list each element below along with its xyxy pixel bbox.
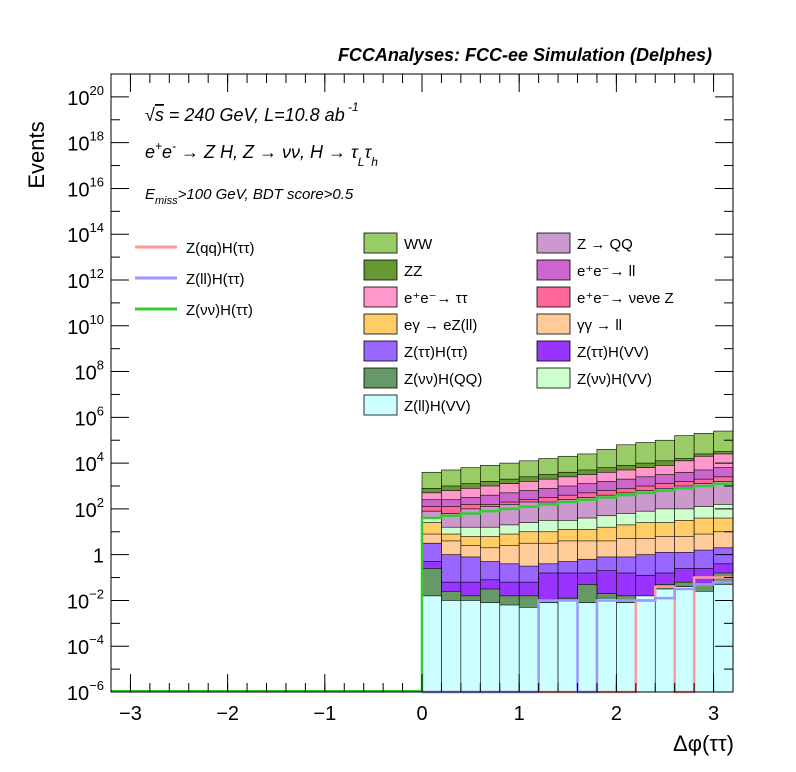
x-tick-label: 0 — [416, 703, 427, 725]
legend-fill-label: Z(νν)H(QQ) — [404, 371, 482, 388]
legend-fill-label: Z(νν)H(VV) — [577, 371, 652, 388]
y-tick-label: 104 — [75, 449, 104, 476]
legend-fill-label: Z(ττ)H(ττ) — [404, 344, 468, 361]
y-tick-label: 1010 — [67, 312, 104, 339]
x-tick-label: 2 — [611, 703, 622, 725]
legend-line-label: Z(qq)H(ττ) — [186, 240, 255, 257]
y-tick-label: 108 — [75, 358, 104, 385]
legend-fill-swatch — [536, 259, 571, 281]
y-tick-label: 10−4 — [67, 632, 104, 659]
bar-z-ll-h-vv--11 — [635, 595, 656, 693]
legend-fill-label: Z → QQ — [577, 236, 633, 253]
y-tick-label: 1012 — [67, 266, 104, 293]
legend-fill-label: γγ → ll — [577, 317, 622, 334]
x-axis-label: Δφ(ττ) — [673, 731, 734, 756]
y-tick-label: 1 — [93, 546, 104, 568]
legend-fill-swatch — [536, 232, 571, 254]
annotation-process: e+e- → Z H, Z → νν, H → τLτh — [145, 139, 378, 169]
legend-fill-swatch — [363, 286, 398, 308]
legend-fill-label: Z(ττ)H(VV) — [577, 344, 649, 361]
annotations: √s = 240 GeV, L=10.8 ab -1 e+e- → Z H, Z… — [145, 100, 378, 207]
y-tick-label: 1018 — [67, 129, 104, 156]
legend-fill-swatch — [536, 340, 571, 362]
legend-line-label: Z(νν)H(ττ) — [186, 302, 253, 319]
legend-fill-label: e⁺e⁻→ νeνe Z — [577, 290, 674, 307]
legend-fill-swatch — [363, 367, 398, 389]
legend-fill-swatch — [363, 259, 398, 281]
bar-z-ll-h-vv--5 — [518, 607, 539, 693]
legend-fill-label: e⁺e⁻→ ττ — [404, 290, 468, 307]
y-tick-label: 106 — [75, 403, 104, 430]
y-tick-label: 1020 — [67, 83, 104, 110]
annotation-cuts: Emiss>100 GeV, BDT score>0.5 — [145, 186, 354, 207]
legend-fill-swatch — [536, 367, 571, 389]
axis-ticks: −3 −2 −1 0 1 2 3 10−6 10−4 10−2 1 102 104 106 108 1010 1… — [67, 73, 734, 725]
bar-z-ll-h-vv--9 — [596, 597, 617, 693]
legend-fill-label: Z(ll)H(VV) — [404, 398, 471, 415]
annotation-energy-lumi: √s = 240 GeV, L=10.8 ab -1 — [145, 100, 359, 125]
legend-fill-swatch — [363, 340, 398, 362]
legend-fill-label: ZZ — [404, 263, 422, 280]
bar-z-ll-h-vv--6 — [538, 602, 559, 693]
y-tick-label: 1014 — [67, 220, 104, 247]
legend-fill-swatch — [536, 313, 571, 335]
bar-z-ll-h-vv--1 — [441, 600, 462, 693]
y-tick-label: 10−6 — [67, 678, 104, 705]
legend-line-label: Z(ll)H(ττ) — [186, 271, 245, 288]
legend-fill-label: eγ → eZ(ll) — [404, 317, 477, 334]
x-tick-label: −3 — [119, 703, 142, 725]
stack-z-ll-h-vv- — [421, 584, 734, 693]
legend: Z(qq)H(ττ) Z(ll)H(ττ) Z(νν)H(ττ) WW ZZ e⁺e⁻→ … — [135, 232, 674, 416]
legend-fill-label: WW — [404, 236, 433, 253]
bar-z-ll-h-vv--0 — [421, 595, 442, 693]
chart-title: FCCAnalyses: FCC-ee Simulation (Delphes) — [338, 45, 712, 65]
bar-z-ll-h-vv--3 — [480, 602, 501, 693]
bar-z-ll-h-vv--4 — [499, 604, 520, 693]
plot-area — [111, 430, 734, 694]
x-tick-label: −2 — [216, 703, 239, 725]
bar-z-ll-h-vv--2 — [460, 600, 481, 693]
signal-line-z-h- — [420, 482, 733, 692]
legend-fill-swatch — [363, 313, 398, 335]
bar-z-ll-h-vv--10 — [616, 602, 637, 693]
legend-fill-swatch — [536, 286, 571, 308]
bar-z-ll-h-vv--12 — [654, 588, 675, 693]
x-tick-label: 1 — [514, 703, 525, 725]
y-tick-label: 102 — [75, 495, 104, 522]
bar-z-ll-h-vv--14 — [693, 590, 714, 693]
legend-fill-label: e⁺e⁻→ ll — [577, 263, 635, 280]
bar-z-ll-h-vv--13 — [674, 586, 695, 693]
y-tick-label: 10−2 — [67, 586, 104, 613]
y-tick-label: 1016 — [67, 174, 104, 201]
legend-fill-swatch — [363, 394, 398, 416]
bar-z-ll-h-vv--7 — [557, 600, 578, 693]
bar-z-ll-h-vv--8 — [577, 602, 598, 693]
y-axis-label: Events — [24, 121, 49, 188]
legend-fill-swatch — [363, 232, 398, 254]
x-tick-label: −1 — [313, 703, 336, 725]
x-tick-label: 3 — [708, 703, 719, 725]
